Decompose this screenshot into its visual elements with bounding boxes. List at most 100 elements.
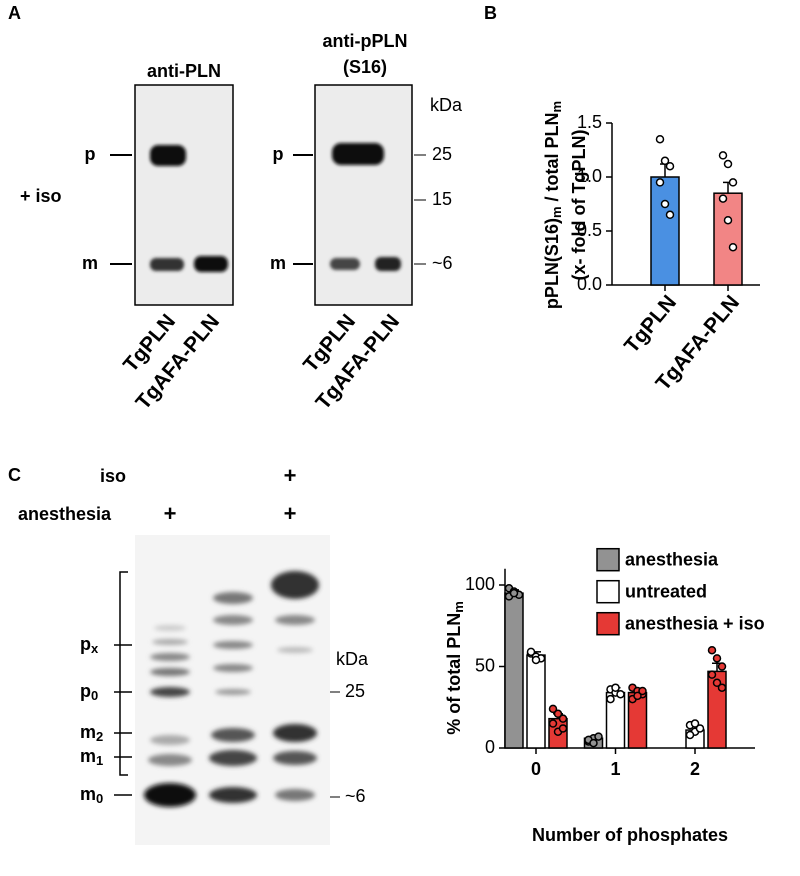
data-point — [665, 210, 675, 220]
band-letter: m — [80, 784, 96, 804]
data-point — [717, 683, 727, 692]
data-point — [695, 724, 705, 733]
y-tick-label: 0.0 — [577, 274, 602, 294]
band — [273, 724, 317, 742]
band-label: px — [80, 634, 99, 657]
panel-label: B — [484, 3, 497, 23]
y-axis-label: pPLN(S16)m / total PLNm — [542, 101, 565, 309]
data-point — [594, 732, 603, 741]
plus: + — [284, 463, 297, 488]
band-subscript: 0 — [91, 688, 98, 703]
bar — [526, 654, 546, 749]
band-subscript: 2 — [96, 729, 103, 744]
band — [211, 728, 255, 742]
band — [154, 625, 186, 631]
band-label: m0 — [80, 784, 103, 807]
kda-label: kDa — [430, 95, 463, 115]
band — [144, 783, 196, 807]
x-tick-label: TgPLN — [620, 291, 681, 358]
blot-title: (S16) — [343, 57, 387, 77]
y-axis-label: % of total PLNm — [444, 601, 467, 735]
data-point — [616, 689, 625, 699]
x-tick-label: 1 — [610, 759, 620, 779]
data-point — [723, 159, 733, 169]
data-point — [553, 709, 563, 719]
bar — [650, 176, 680, 286]
legend-label: untreated — [625, 581, 707, 601]
data-point — [728, 178, 738, 187]
data-point — [690, 719, 700, 728]
bands — [150, 143, 401, 272]
data-point — [723, 215, 733, 225]
band — [275, 789, 315, 801]
band — [375, 257, 401, 271]
band — [213, 641, 253, 649]
band — [271, 571, 319, 599]
data-point — [665, 161, 675, 171]
legend-swatch — [596, 611, 620, 636]
band-letter: m — [80, 722, 96, 742]
plus: + — [284, 501, 297, 526]
band — [150, 145, 186, 166]
bracket — [119, 571, 128, 776]
blot-title: anti-pPLN — [323, 31, 408, 51]
band — [150, 687, 190, 697]
data-point — [558, 724, 568, 733]
marker-label: ~6 — [432, 253, 453, 273]
band — [209, 787, 257, 803]
band — [213, 664, 253, 672]
y-tick-label: 0 — [485, 737, 495, 757]
band — [150, 735, 190, 745]
condition-label: + iso — [20, 186, 62, 206]
y-axis-label: (x- fold of TgPLN) — [569, 130, 589, 281]
band-label: p — [85, 144, 96, 164]
data-point — [707, 670, 717, 679]
band-label: m1 — [80, 746, 103, 769]
data-point — [712, 678, 722, 688]
band — [277, 647, 313, 653]
band-label: m — [82, 253, 98, 273]
band — [215, 689, 251, 695]
blot — [314, 84, 413, 306]
data-point — [717, 662, 727, 671]
marker-label: 25 — [345, 681, 365, 701]
marker-label: ~6 — [345, 786, 366, 806]
x-tick-label: 0 — [531, 759, 541, 779]
y-tick-label: 1.5 — [577, 112, 602, 132]
band — [150, 258, 184, 271]
data-point — [611, 683, 620, 692]
data-point — [655, 134, 665, 144]
band-letter: p — [80, 634, 91, 654]
data-point — [558, 714, 568, 723]
data-point — [712, 654, 722, 663]
data-point — [548, 719, 558, 728]
data-point — [718, 194, 728, 203]
band — [213, 592, 253, 604]
y-tick-label: 100 — [465, 574, 495, 594]
band-subscript: 1 — [96, 753, 103, 768]
legend-label: anesthesia — [625, 549, 719, 569]
row-label: anesthesia — [18, 504, 112, 524]
marker-label: 15 — [432, 189, 452, 209]
data-point — [655, 178, 665, 187]
plus: + — [164, 501, 177, 526]
band — [150, 668, 190, 676]
data-point — [707, 645, 717, 655]
panel-label: A — [8, 3, 21, 23]
data-point — [633, 691, 642, 701]
band — [213, 615, 253, 625]
data-point — [660, 199, 670, 209]
band — [275, 615, 315, 625]
bar — [713, 192, 743, 286]
band-letter: m — [80, 746, 96, 766]
data-point — [509, 588, 519, 598]
y-tick-label: 50 — [475, 655, 495, 675]
data-point — [718, 151, 728, 160]
data-point — [685, 730, 695, 740]
kda-label: kDa — [336, 649, 369, 669]
data-point — [531, 655, 541, 665]
legend-label: anesthesia + iso — [625, 613, 765, 633]
